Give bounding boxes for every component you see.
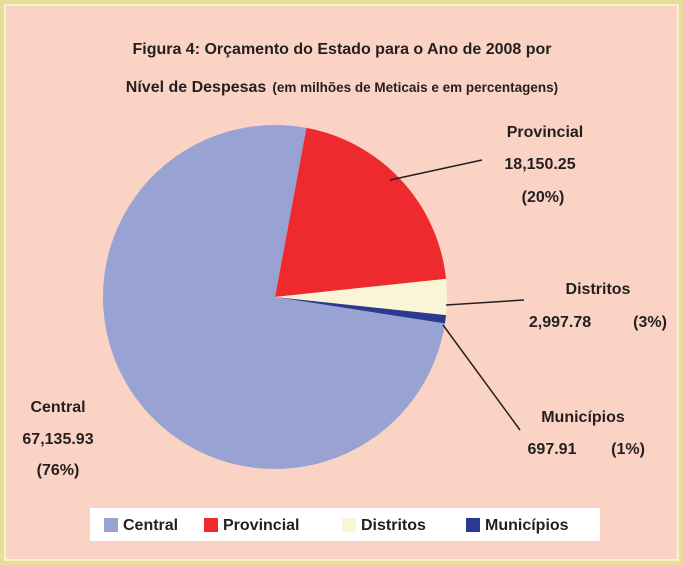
chart-title: Nível de Despesas [126,79,267,96]
chart-title-line: Nível de Despesas (em milhões de Meticais… [126,79,558,96]
legend-label: Distritos [361,517,426,534]
value-label: 67,135.93 [22,431,93,448]
value-label: 18,150.25 [504,156,575,173]
percent-label: (20%) [522,189,565,206]
value-label: 697.91 [528,441,577,458]
category-label: Central [30,399,85,416]
legend-swatch [204,518,218,532]
pie-slice [275,127,447,297]
percent-label: (3%) [633,314,667,331]
chart-title: Figura 4: Orçamento do Estado para o Ano… [132,41,551,58]
legend-swatch [342,518,356,532]
pie-slice [275,297,447,324]
category-label: Provincial [507,124,583,141]
category-label: Municípios [541,409,625,426]
percent-label: (1%) [611,441,645,458]
leader-line [445,299,525,306]
chart-subtitle: (em milhões de Meticais e em percentagen… [272,80,558,95]
value-label: 2,997.78 [529,314,591,331]
leader-line [389,159,483,181]
legend-swatch [466,518,480,532]
legend-label: Municípios [485,517,569,534]
legend-swatch [104,518,118,532]
category-label: Distritos [566,281,631,298]
leader-line [442,324,521,431]
legend-label: Central [123,517,178,534]
legend-label: Provincial [223,517,299,534]
pie-slice [103,124,445,469]
pie-slice [275,278,447,316]
percent-label: (76%) [37,462,80,479]
